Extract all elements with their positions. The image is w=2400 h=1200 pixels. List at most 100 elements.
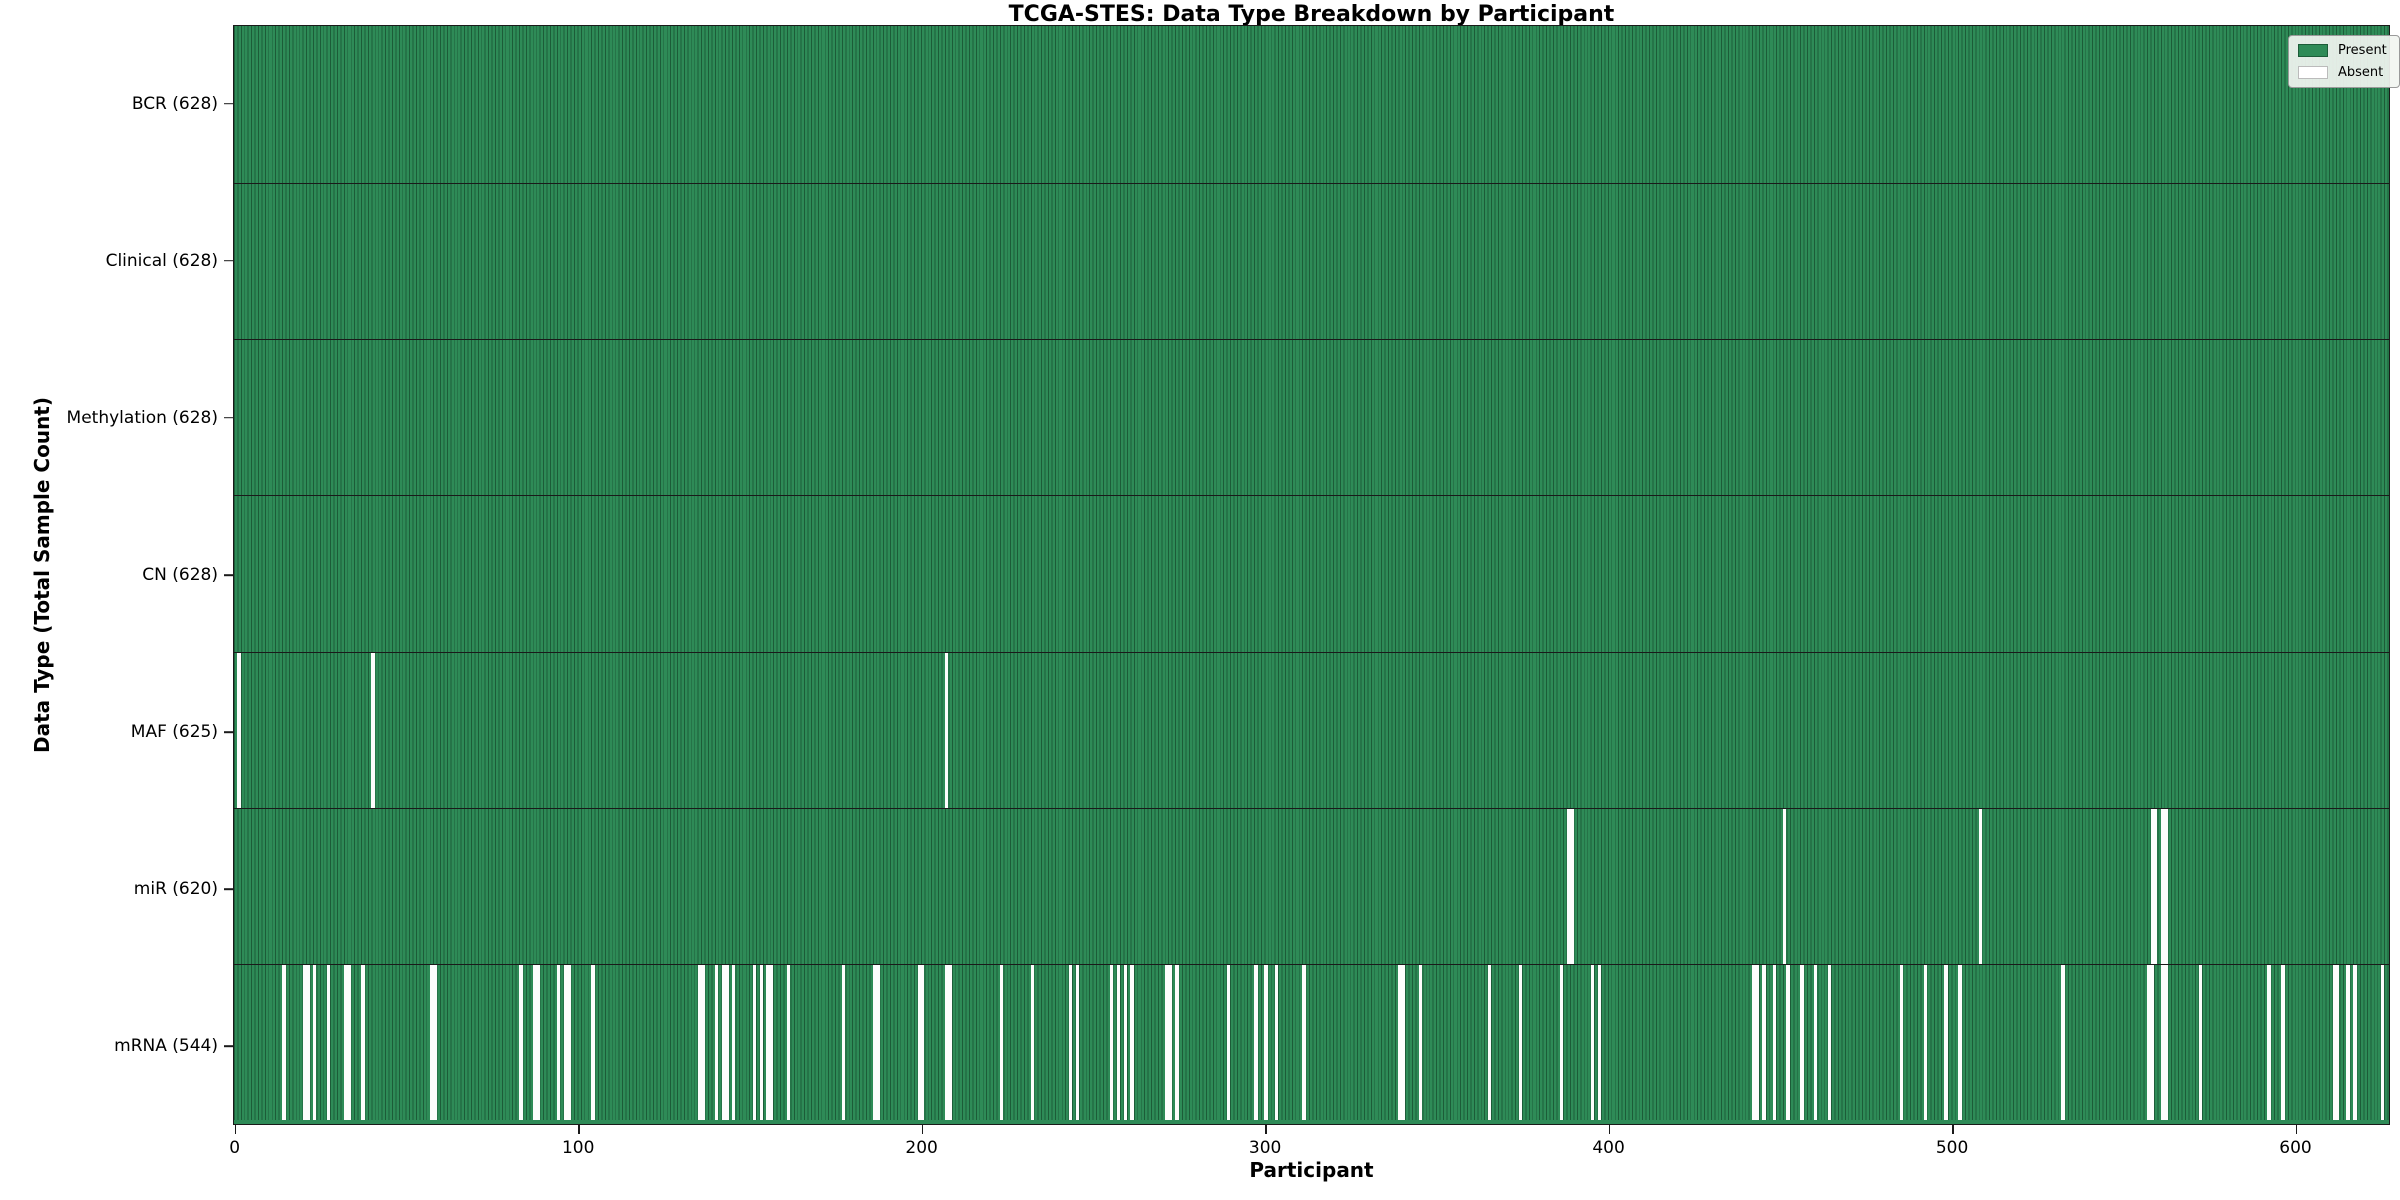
x-tick-mark-600 — [2295, 1125, 2298, 1134]
row-mrna — [234, 963, 2389, 1120]
absent-gap-mrna-208 — [948, 964, 952, 1120]
absent-gap-mrna-37 — [361, 964, 365, 1120]
absent-gap-mrna-94 — [556, 964, 561, 1120]
x-axis-label: Participant — [1249, 1158, 1374, 1182]
x-tick-mark-0 — [234, 1125, 237, 1134]
present-swatch — [2298, 44, 2328, 57]
absent-gap-mrna-532 — [2061, 964, 2065, 1120]
absent-gap-mrna-83 — [519, 964, 523, 1120]
y-tick-label-bcr: BCR (628) — [131, 93, 218, 114]
absent-gap-mrna-257 — [1116, 964, 1121, 1120]
absent-gap-mrna-456 — [1800, 964, 1804, 1120]
x-tick-mark-200 — [921, 1125, 924, 1134]
absent-gap-mrna-617 — [2353, 964, 2357, 1120]
absent-gap-maf-1 — [237, 652, 241, 808]
absent-gap-maf-207 — [944, 652, 949, 808]
absent-gap-mrna-596 — [2281, 964, 2285, 1120]
absent-gap-mrna-135 — [697, 964, 702, 1120]
absent-gap-mrna-58 — [433, 964, 437, 1120]
absent-gap-mrna-300 — [1264, 964, 1268, 1120]
row-mir — [234, 807, 2389, 964]
absent-gap-mrna-177 — [841, 964, 846, 1120]
absent-gap-mrna-145 — [732, 964, 736, 1120]
absent-gap-mir-558 — [2150, 808, 2154, 964]
absent-gap-mrna-33 — [347, 964, 351, 1120]
absent-gap-mir-562 — [2164, 808, 2168, 964]
absent-gap-mrna-161 — [786, 964, 791, 1120]
absent-gap-mrna-187 — [876, 964, 880, 1120]
absent-gap-mrna-611 — [2332, 964, 2337, 1120]
absent-gap-mrna-558 — [2150, 964, 2154, 1120]
x-tick-mark-400 — [1608, 1125, 1611, 1134]
legend-entry-present: Present — [2298, 43, 2387, 58]
absent-gap-mrna-289 — [1226, 964, 1231, 1120]
absent-gap-mrna-186 — [872, 964, 877, 1120]
absent-gap-mir-508 — [1978, 808, 1983, 964]
x-tick-label-0: 0 — [229, 1138, 241, 1158]
absent-gap-mrna-153 — [759, 964, 763, 1120]
absent-gap-mrna-21 — [306, 964, 310, 1120]
absent-gap-mrna-502 — [1958, 964, 1962, 1120]
x-tick-mark-100 — [578, 1125, 580, 1134]
absent-gap-mrna-612 — [2336, 964, 2340, 1120]
absent-gap-mrna-259 — [1123, 964, 1127, 1120]
absent-gap-mrna-485 — [1899, 964, 1904, 1120]
absent-gap-mrna-464 — [1827, 964, 1832, 1120]
absent-gap-mrna-199 — [917, 964, 921, 1120]
absent-gap-mrna-615 — [2346, 964, 2350, 1120]
absent-gap-mrna-625 — [2380, 964, 2385, 1120]
absent-swatch — [2298, 66, 2328, 79]
absent-gap-mir-451 — [1783, 808, 1787, 964]
absent-gap-mrna-365 — [1487, 964, 1492, 1120]
legend-label-absent: Absent — [2338, 65, 2384, 80]
absent-gap-mrna-311 — [1302, 964, 1306, 1120]
absent-gap-mrna-104 — [591, 964, 595, 1120]
absent-gap-mrna-442 — [1752, 964, 1756, 1120]
absent-gap-mrna-155 — [766, 964, 770, 1120]
absent-gap-mrna-20 — [302, 964, 307, 1120]
absent-gap-mrna-374 — [1518, 964, 1522, 1120]
row-methylation — [234, 339, 2389, 496]
absent-gap-mrna-297 — [1254, 964, 1258, 1120]
absent-gap-mrna-255 — [1109, 964, 1114, 1120]
absent-gap-mrna-561 — [2160, 964, 2165, 1120]
absent-gap-mrna-143 — [725, 964, 729, 1120]
absent-gap-mrna-140 — [714, 964, 719, 1120]
absent-gap-mrna-14 — [282, 964, 286, 1120]
absent-gap-maf-40 — [371, 652, 375, 808]
absent-gap-mir-389 — [1570, 808, 1574, 964]
plot-area — [233, 25, 2390, 1125]
absent-gap-mrna-32 — [343, 964, 348, 1120]
absent-gap-mrna-492 — [1923, 964, 1928, 1120]
absent-gap-mrna-443 — [1755, 964, 1759, 1120]
absent-gap-mrna-592 — [2267, 964, 2271, 1120]
absent-gap-mrna-562 — [2164, 964, 2168, 1120]
x-tick-label-200: 200 — [905, 1138, 938, 1158]
absent-gap-mir-388 — [1566, 808, 1571, 964]
y-tick-mark — [224, 574, 233, 576]
y-tick-label-cn: CN (628) — [142, 565, 218, 585]
y-tick-label-maf: MAF (625) — [130, 722, 218, 743]
absent-gap-mrna-200 — [920, 964, 925, 1120]
absent-gap-mrna-207 — [944, 964, 949, 1120]
y-tick-label-mir: miR (620) — [133, 879, 218, 900]
absent-gap-mrna-397 — [1597, 964, 1601, 1120]
absent-gap-mrna-88 — [536, 964, 540, 1120]
row-bcr — [234, 26, 2389, 184]
absent-gap-mrna-97 — [567, 964, 571, 1120]
row-cn — [234, 495, 2389, 652]
absent-gap-mrna-245 — [1075, 964, 1079, 1120]
legend-entry-absent: Absent — [2298, 65, 2387, 80]
row-maf — [234, 651, 2389, 808]
absent-gap-mir-561 — [2160, 808, 2165, 964]
y-tick-mark — [224, 259, 233, 262]
absent-gap-mrna-303 — [1274, 964, 1279, 1120]
absent-gap-mrna-271 — [1164, 964, 1169, 1120]
absent-gap-mir-559 — [2154, 808, 2158, 964]
legend: Present Absent — [2288, 35, 2400, 88]
y-tick-mark — [224, 102, 233, 105]
absent-gap-mrna-274 — [1175, 964, 1179, 1120]
y-tick-label-clinical: Clinical (628) — [105, 250, 218, 271]
y-tick-mark — [224, 731, 233, 733]
